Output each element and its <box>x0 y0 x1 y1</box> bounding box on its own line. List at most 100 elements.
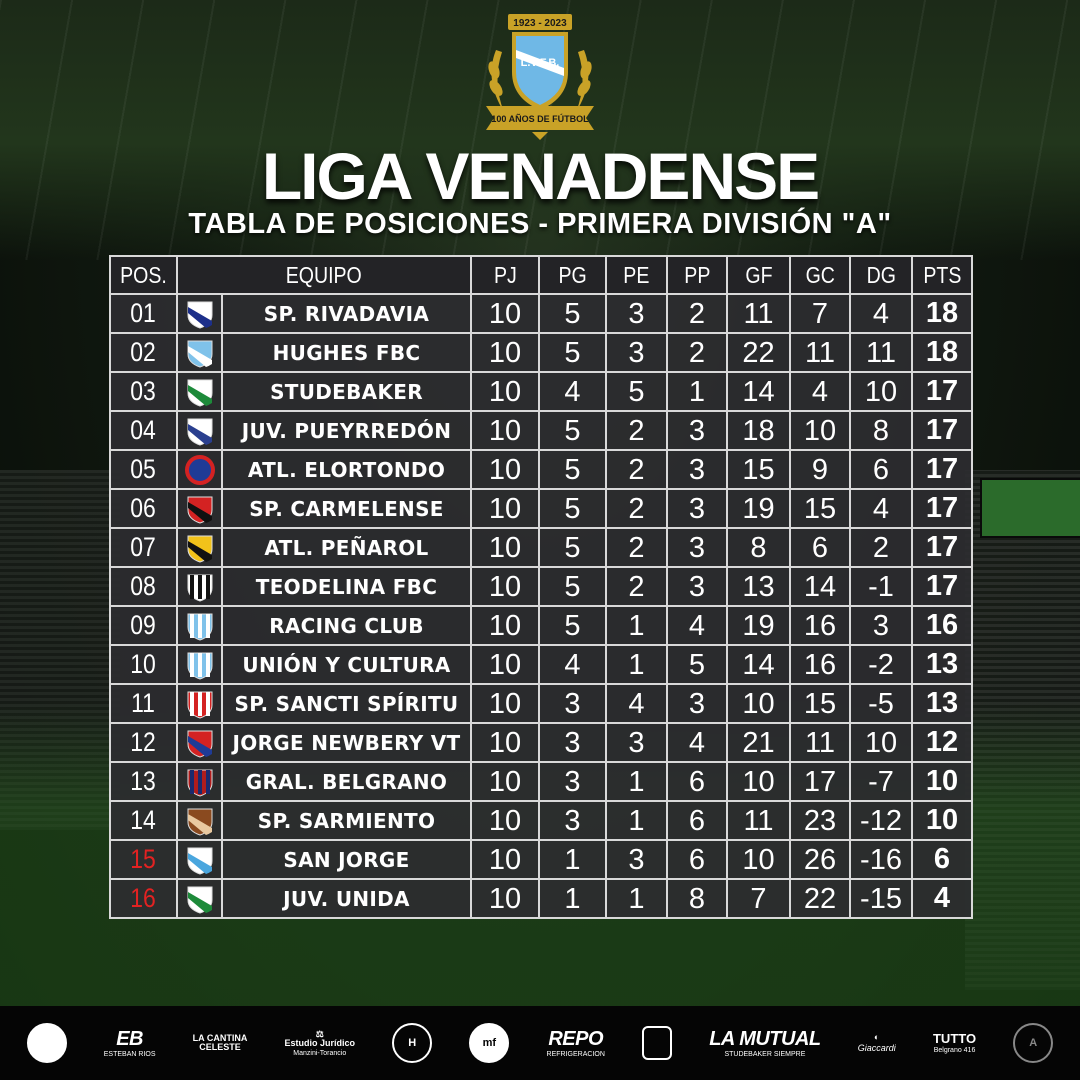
cell-pg: 5 <box>538 527 607 568</box>
cell-gc: 6 <box>789 527 851 568</box>
cell-pe: 3 <box>605 839 668 880</box>
cell-gc: 23 <box>789 800 851 841</box>
cell-pp: 3 <box>666 527 728 568</box>
cell-pj: 10 <box>470 527 540 568</box>
cell-dg: -1 <box>849 566 913 607</box>
cell-pp: 4 <box>666 605 728 646</box>
cell-gf: 15 <box>726 449 791 490</box>
cell-pts: 17 <box>911 371 973 412</box>
cell-pj: 10 <box>470 488 540 529</box>
cell-position: 04 <box>109 410 178 451</box>
cell-gf: 21 <box>726 722 791 763</box>
cell-gc: 15 <box>789 683 851 724</box>
cell-pj: 10 <box>470 293 540 334</box>
team-badge-icon <box>187 301 212 329</box>
cell-pg: 5 <box>538 566 607 607</box>
team-badge-icon <box>187 340 212 368</box>
cell-pg: 3 <box>538 800 607 841</box>
cell-position: 08 <box>109 566 178 607</box>
cell-gc: 26 <box>789 839 851 880</box>
cell-pts: 12 <box>911 722 973 763</box>
cell-pe: 1 <box>605 800 668 841</box>
cell-pj: 10 <box>470 878 540 919</box>
cell-position: 05 <box>109 449 178 490</box>
cell-pg: 5 <box>538 332 607 373</box>
cell-dg: -16 <box>849 839 913 880</box>
team-badge-icon <box>184 454 215 485</box>
cell-team-badge <box>176 488 223 529</box>
sponsor-estudio-line1: Estudio Jurídico <box>284 1037 356 1048</box>
cell-pj: 10 <box>470 800 540 841</box>
cell-dg: 11 <box>849 332 913 373</box>
cell-pp: 3 <box>666 449 728 490</box>
header-pg: PG <box>538 255 607 295</box>
cell-pg: 5 <box>538 449 607 490</box>
cell-pg: 3 <box>538 722 607 763</box>
cell-gc: 10 <box>789 410 851 451</box>
cell-position: 11 <box>109 683 178 724</box>
sponsor-repo-title: REPO <box>548 1027 604 1050</box>
team-badge-icon <box>187 652 212 680</box>
cell-pj: 10 <box>470 839 540 880</box>
cell-dg: -12 <box>849 800 913 841</box>
table-row: 07 ATL. PEÑAROL 10 5 2 3 8 6 2 17 <box>109 527 973 568</box>
cell-pts: 18 <box>911 293 973 334</box>
cell-team-badge <box>176 332 223 373</box>
cell-pp: 6 <box>666 800 728 841</box>
sponsor-giaccardi-name: Giaccardi <box>857 1043 896 1053</box>
cell-pg: 5 <box>538 605 607 646</box>
cell-dg: -7 <box>849 761 913 802</box>
cell-dg: 4 <box>849 488 913 529</box>
cell-pe: 3 <box>605 332 668 373</box>
cell-team-name: SP. SANCTI SPÍRITU <box>221 683 472 724</box>
cell-team-badge <box>176 410 223 451</box>
cell-pts: 6 <box>911 839 973 880</box>
cell-pe: 2 <box>605 449 668 490</box>
team-badge-icon <box>187 574 212 602</box>
cell-pts: 4 <box>911 878 973 919</box>
cell-gc: 16 <box>789 644 851 685</box>
sponsor-h-logo-icon: H <box>392 1023 433 1063</box>
standings-table: POS. EQUIPO PJ PG PE PP GF GC DG PTS 01 S… <box>109 255 973 919</box>
cell-gc: 11 <box>789 722 851 763</box>
cell-pts: 13 <box>911 644 973 685</box>
cell-gc: 15 <box>789 488 851 529</box>
standings-table-container: POS. EQUIPO PJ PG PE PP GF GC DG PTS 01 S… <box>109 255 973 935</box>
crest-ribbon: 100 AÑOS DE FÚTBOL <box>491 113 589 124</box>
cell-gf: 14 <box>726 371 791 412</box>
cell-pg: 1 <box>538 878 607 919</box>
cell-team-name: TEODELINA FBC <box>221 566 472 607</box>
cell-pe: 1 <box>605 605 668 646</box>
stadium-screen <box>980 478 1080 538</box>
sponsors-bar: EB ESTEBAN RIOS LA CANTINA CELESTE ⚖ Est… <box>0 1006 1080 1080</box>
cell-team-name: SAN JORGE <box>221 839 472 880</box>
team-badge-icon <box>187 847 212 875</box>
team-badge-icon <box>187 769 212 797</box>
cell-team-badge <box>176 683 223 724</box>
sponsor-cantina-line2: CELESTE <box>199 1042 241 1052</box>
table-row: 02 HUGHES FBC 10 5 3 2 22 11 11 18 <box>109 332 973 373</box>
table-row: 05 ATL. ELORTONDO 10 5 2 3 15 9 6 17 <box>109 449 973 490</box>
team-badge-icon <box>187 730 212 758</box>
cell-pg: 5 <box>538 410 607 451</box>
sponsor-1 <box>26 1023 67 1063</box>
cell-team-badge <box>176 800 223 841</box>
table-row: 11 SP. SANCTI SPÍRITU 10 3 4 3 10 15 -5 13 <box>109 683 973 724</box>
header-gc: GC <box>789 255 851 295</box>
standings-body: 01 SP. RIVADAVIA 10 5 3 2 11 7 4 18 02 HUGHES FBC 10… <box>109 293 973 919</box>
cell-gf: 7 <box>726 878 791 919</box>
cell-dg: -15 <box>849 878 913 919</box>
cell-pts: 10 <box>911 761 973 802</box>
cell-gf: 10 <box>726 683 791 724</box>
sponsor-shield-logo-icon <box>642 1026 673 1060</box>
cell-position: 15 <box>109 839 178 880</box>
sponsor-9: LA MUTUAL STUDEBAKER SIEMPRE <box>709 1029 821 1058</box>
cell-team-name: RACING CLUB <box>221 605 472 646</box>
cell-pe: 2 <box>605 527 668 568</box>
cell-gf: 19 <box>726 605 791 646</box>
cell-team-name: ATL. PEÑAROL <box>221 527 472 568</box>
cell-team-badge <box>176 527 223 568</box>
sponsor-a-logo-icon: A <box>1013 1023 1054 1063</box>
cell-dg: -2 <box>849 644 913 685</box>
cell-pg: 3 <box>538 761 607 802</box>
